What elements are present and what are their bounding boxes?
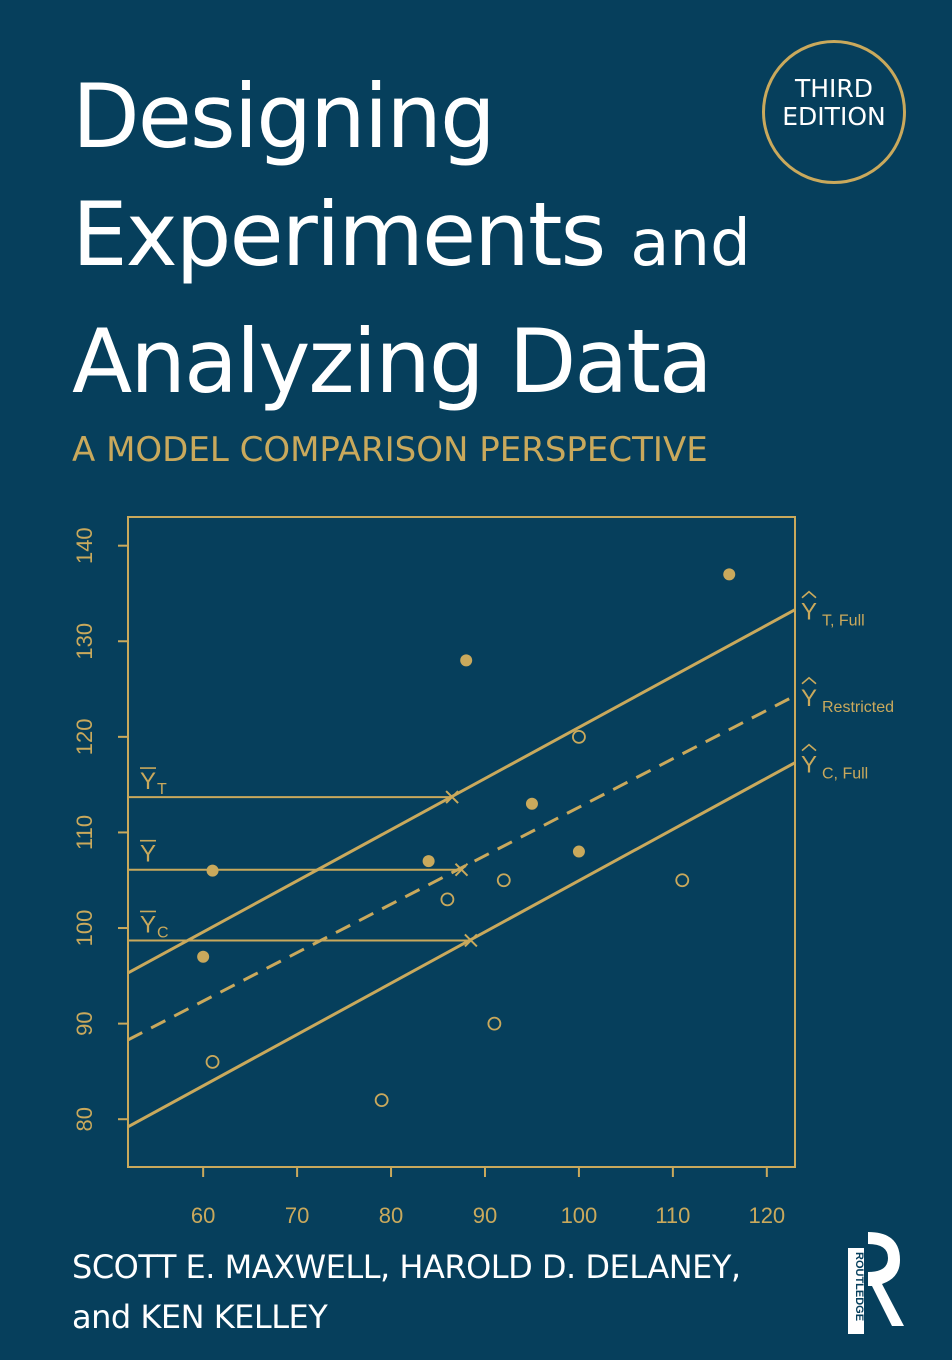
open-point bbox=[205, 1054, 220, 1069]
title-line-1: Designing bbox=[72, 65, 496, 168]
x-tick-label: 70 bbox=[285, 1203, 309, 1228]
mean-label: Y bbox=[140, 841, 156, 868]
mean-sublabel: C bbox=[157, 924, 169, 941]
mean-cross-marker bbox=[445, 790, 459, 804]
y-tick-label: 120 bbox=[72, 718, 97, 755]
regression-line bbox=[127, 608, 796, 975]
regression-line-sublabel: Restricted bbox=[822, 699, 894, 716]
authors-line-1: SCOTT E. MAXWELL, HAROLD D. DELANEY, bbox=[72, 1248, 741, 1286]
filled-point bbox=[525, 797, 538, 810]
authors-line-2: and KEN KELLEY bbox=[72, 1298, 328, 1336]
filled-point bbox=[422, 855, 435, 868]
hat-mark bbox=[801, 676, 817, 685]
authors: SCOTT E. MAXWELL, HAROLD D. DELANEY, and… bbox=[72, 1242, 741, 1342]
edition-line-2: EDITION bbox=[782, 102, 886, 131]
mean-cross-marker bbox=[454, 863, 469, 877]
mean-label: Y bbox=[140, 911, 156, 938]
open-point bbox=[496, 873, 511, 888]
regression-line-label: Y bbox=[801, 685, 817, 712]
hat-mark bbox=[801, 743, 817, 752]
routledge-r-icon: ROUTLEDGE bbox=[848, 1232, 904, 1334]
regression-line-label: Y bbox=[801, 599, 817, 626]
hat-mark bbox=[801, 590, 817, 599]
y-tick-label: 140 bbox=[72, 527, 97, 564]
open-point bbox=[487, 1016, 502, 1031]
regression-line-sublabel: C, Full bbox=[822, 766, 868, 783]
publisher-logo: ROUTLEDGE bbox=[848, 1226, 908, 1336]
filled-point bbox=[723, 568, 736, 581]
x-tick-label: 80 bbox=[379, 1203, 403, 1228]
edition-badge: THIRD EDITION bbox=[762, 40, 906, 184]
x-tick-label: 110 bbox=[655, 1203, 690, 1228]
mean-sublabel: T bbox=[157, 781, 167, 798]
book-title: Designing Experiments and Analyzing Data bbox=[72, 58, 751, 421]
filled-point bbox=[460, 654, 473, 667]
x-tick-label: 120 bbox=[748, 1203, 785, 1228]
publisher-name: ROUTLEDGE bbox=[853, 1252, 865, 1321]
regression-line bbox=[127, 694, 796, 1042]
open-point bbox=[675, 873, 690, 888]
x-tick-label: 60 bbox=[191, 1203, 215, 1228]
open-point bbox=[572, 729, 586, 744]
mean-cross-marker bbox=[464, 933, 478, 948]
y-tick-label: 130 bbox=[72, 623, 97, 660]
title-line-2a: Experiments bbox=[72, 183, 606, 286]
y-tick-label: 80 bbox=[72, 1107, 97, 1131]
open-point bbox=[374, 1093, 389, 1107]
regression-line-sublabel: T, Full bbox=[822, 613, 865, 630]
y-tick-label: 90 bbox=[72, 1011, 97, 1035]
regression-line bbox=[127, 761, 796, 1129]
y-tick-label: 100 bbox=[72, 910, 97, 947]
plot-frame bbox=[127, 516, 796, 1168]
open-point bbox=[440, 892, 455, 907]
x-tick-label: 100 bbox=[561, 1203, 598, 1228]
mean-label: Y bbox=[140, 768, 156, 795]
regression-line-label: Y bbox=[801, 752, 817, 779]
filled-point bbox=[572, 845, 585, 858]
filled-point bbox=[197, 950, 210, 963]
y-tick-label: 110 bbox=[72, 815, 97, 850]
x-tick-label: 90 bbox=[473, 1203, 497, 1228]
title-line-3: Analyzing Data bbox=[72, 310, 713, 413]
filled-point bbox=[206, 864, 219, 877]
title-line-2b: and bbox=[630, 207, 751, 281]
edition-line-1: THIRD bbox=[794, 74, 874, 103]
book-subtitle: A MODEL COMPARISON PERSPECTIVE bbox=[72, 430, 708, 470]
